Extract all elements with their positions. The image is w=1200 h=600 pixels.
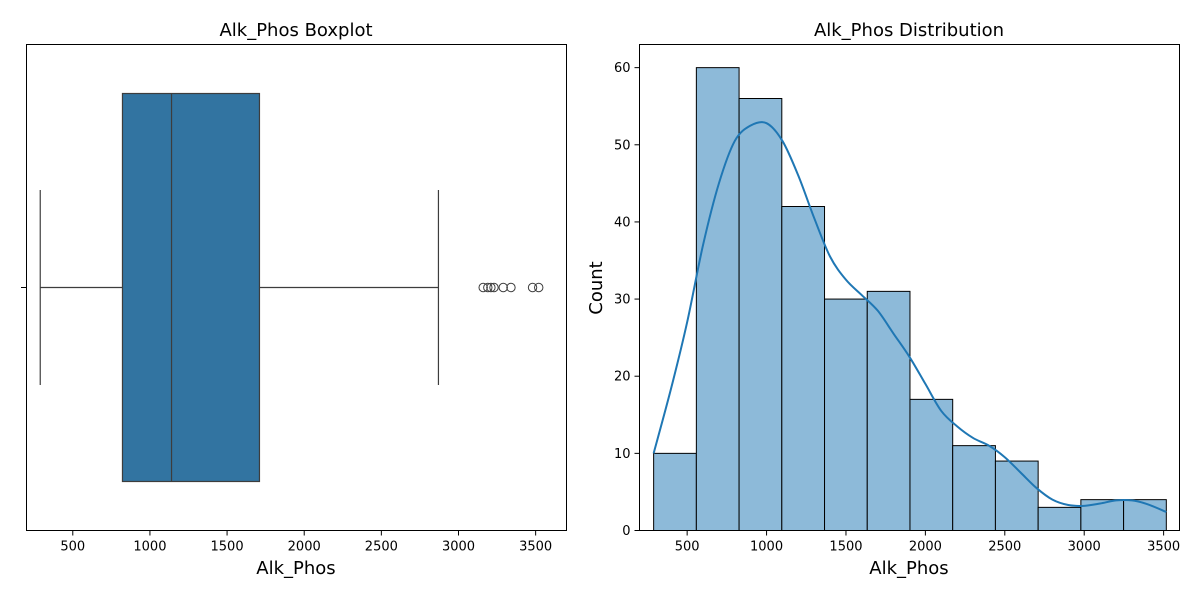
outlier-point	[486, 282, 496, 293]
outlier-point	[478, 282, 488, 293]
boxplot-x-axis-label: Alk_Phos	[256, 558, 335, 579]
histogram-bar	[1123, 499, 1167, 531]
x-tick-label: 2000	[909, 540, 942, 555]
y-tick-label: 50	[614, 138, 631, 153]
y-tick-label: 10	[614, 447, 631, 462]
y-tick-label: 0	[622, 524, 630, 539]
outlier-point	[498, 282, 508, 293]
histogram-marks	[652, 67, 1167, 532]
boxplot-axes-frame	[26, 44, 567, 531]
outlier-point	[489, 282, 499, 293]
histogram-bar	[909, 398, 954, 531]
kde-line	[652, 121, 1167, 513]
x-tick-label: 1500	[829, 540, 862, 555]
x-tick-label: 2000	[288, 540, 321, 555]
boxplot-marks	[39, 92, 544, 483]
histogram-bar	[994, 460, 1039, 532]
histogram-bar	[695, 67, 740, 532]
histogram-x-axis-label: Alk_Phos	[869, 558, 948, 579]
x-tick-label: 2500	[365, 540, 398, 555]
x-tick-label: 2500	[988, 540, 1021, 555]
boxplot-x-ticks: 500 1000 1500 2000 2500 3000 3500	[60, 530, 552, 555]
histogram-axes-frame	[639, 44, 1180, 531]
boxplot-title: Alk_Phos Boxplot	[219, 20, 372, 41]
x-tick-label: 3000	[1068, 540, 1101, 555]
y-tick-label: 20	[614, 370, 631, 385]
iqr-box	[121, 92, 261, 483]
histogram-bar	[738, 98, 783, 531]
y-tick-label: 60	[614, 61, 631, 76]
outlier-point	[534, 282, 544, 293]
x-tick-label: 3500	[519, 540, 552, 555]
x-tick-label: 1000	[133, 540, 166, 555]
outlier-point	[483, 282, 493, 293]
histogram-bar	[952, 445, 996, 531]
y-tick-label: 30	[614, 293, 631, 308]
histogram-x-ticks: 500 1000 1500 2000 2500 3000 3500	[675, 530, 1180, 555]
histogram-panel: Alk_Phos Distribution Alk_Phos Count 500…	[586, 20, 1180, 579]
x-tick-label: 1500	[211, 540, 244, 555]
y-tick-label: 40	[614, 215, 631, 230]
x-tick-label: 500	[60, 540, 85, 555]
x-tick-label: 3000	[442, 540, 475, 555]
x-tick-label: 3500	[1147, 540, 1180, 555]
histogram-y-ticks: 0 10 20 30 40 50 60	[614, 61, 640, 539]
histogram-bar	[781, 206, 826, 531]
histogram-bar	[1080, 499, 1125, 531]
outlier-point	[527, 282, 538, 293]
histogram-title: Alk_Phos Distribution	[814, 20, 1004, 41]
histogram-bar	[824, 298, 868, 532]
boxplot-panel: Alk_Phos Boxplot Alk_Phos 500 1000 1500 200…	[21, 20, 567, 579]
histogram-bar	[1037, 506, 1082, 532]
histogram-bar	[653, 452, 697, 532]
x-tick-label: 1000	[750, 540, 783, 555]
histogram-y-axis-label: Count	[586, 261, 607, 314]
x-tick-label: 500	[675, 540, 700, 555]
outlier-point	[506, 282, 516, 293]
